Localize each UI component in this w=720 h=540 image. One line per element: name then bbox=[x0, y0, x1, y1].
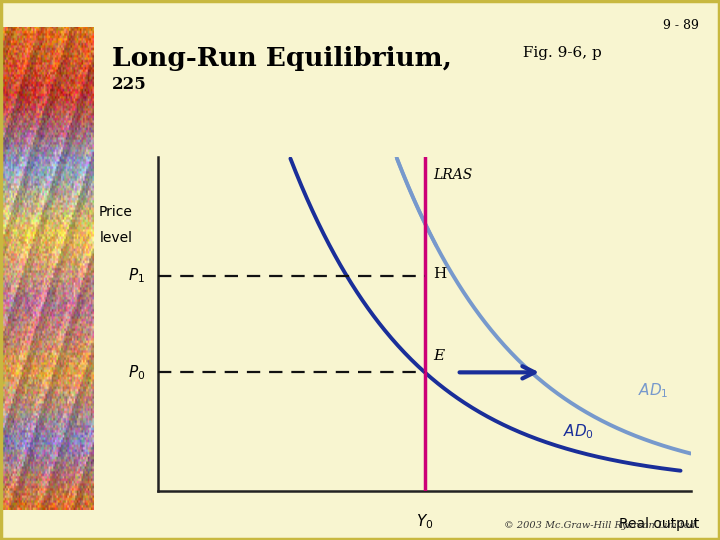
Text: 225: 225 bbox=[112, 76, 146, 92]
Text: $Y_0$: $Y_0$ bbox=[416, 512, 433, 531]
Text: E: E bbox=[433, 349, 444, 363]
Text: Fig. 9-6, p: Fig. 9-6, p bbox=[518, 46, 602, 60]
Text: $AD_0$: $AD_0$ bbox=[563, 422, 595, 441]
Text: level: level bbox=[99, 232, 132, 246]
Text: $P_0$: $P_0$ bbox=[127, 363, 145, 382]
Text: $AD_1$: $AD_1$ bbox=[638, 382, 669, 400]
Text: H: H bbox=[433, 267, 446, 281]
Text: 9 - 89: 9 - 89 bbox=[662, 19, 698, 32]
Text: © 2003 Mc.Graw-Hill Ryerson Limited.: © 2003 Mc.Graw-Hill Ryerson Limited. bbox=[503, 521, 698, 530]
Text: Long-Run Equilibrium,: Long-Run Equilibrium, bbox=[112, 46, 451, 71]
Text: Real output: Real output bbox=[619, 517, 699, 531]
Text: $P_1$: $P_1$ bbox=[128, 266, 145, 285]
Text: Price: Price bbox=[99, 205, 132, 219]
Text: LRAS: LRAS bbox=[433, 168, 472, 182]
